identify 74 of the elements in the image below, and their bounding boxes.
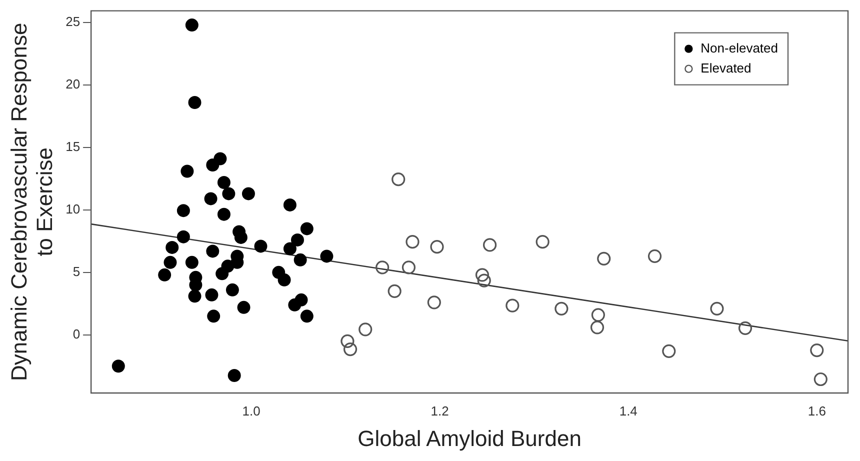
point: [597, 252, 611, 266]
legend-label: Elevated: [700, 60, 752, 76]
point: [242, 187, 255, 200]
point: [234, 230, 248, 244]
point: [185, 256, 198, 269]
y-tick-label: 0: [72, 326, 80, 342]
point: [340, 334, 354, 348]
x-tick-label: 1.2: [430, 403, 449, 418]
point: [427, 296, 441, 310]
point: [477, 274, 491, 288]
point: [166, 240, 179, 254]
point: [320, 250, 334, 263]
point: [291, 233, 304, 246]
point: [536, 235, 550, 249]
point: [388, 284, 402, 298]
y-tick-label: 10: [66, 202, 80, 217]
point: [648, 249, 662, 263]
point: [376, 260, 390, 274]
y-axis-title: Dynamic Cerebrovascular Response to Exercise: [6, 22, 58, 382]
point: [288, 298, 302, 312]
point: [392, 172, 406, 186]
point: [180, 164, 194, 178]
point: [475, 268, 490, 282]
point: [343, 342, 358, 356]
point: [158, 268, 172, 282]
point: [216, 267, 229, 280]
point: [283, 198, 296, 212]
point: [112, 360, 125, 373]
point: [406, 235, 420, 249]
point: [222, 187, 236, 200]
point: [358, 322, 372, 336]
y-tick-label: 5: [72, 264, 80, 280]
point: [217, 176, 230, 189]
point: [164, 256, 177, 269]
point: [710, 302, 724, 316]
y-tick-label: 20: [66, 76, 80, 92]
x-tick-label: 1.6: [808, 403, 826, 418]
point: [814, 372, 828, 386]
point: [278, 273, 291, 286]
point: [506, 298, 520, 312]
point: [207, 310, 220, 323]
point: [206, 244, 220, 258]
point: [254, 240, 268, 253]
point: [214, 152, 227, 166]
point: [662, 344, 676, 358]
point: [176, 204, 190, 218]
point: [591, 308, 605, 322]
point: [402, 260, 416, 274]
point: [810, 343, 824, 358]
point: [300, 310, 314, 323]
point: [430, 240, 444, 254]
y-tick-label: 15: [66, 139, 80, 154]
point: [185, 18, 198, 32]
point: [205, 288, 218, 302]
point: [738, 321, 752, 335]
point: [554, 302, 568, 316]
point: [590, 320, 604, 334]
point: [226, 283, 239, 296]
point: [217, 208, 230, 221]
point: [204, 192, 218, 206]
point: [294, 253, 307, 266]
x-tick-label: 1.0: [242, 403, 260, 418]
point: [300, 222, 314, 236]
point: [188, 290, 202, 303]
point: [176, 230, 190, 244]
point: [482, 238, 497, 252]
y-tick-label: 25: [66, 14, 80, 30]
point: [283, 242, 296, 256]
point: [237, 300, 250, 314]
x-tick-label: 1.4: [619, 403, 638, 418]
legend-label: Non-elevated: [700, 40, 778, 56]
point: [228, 369, 241, 382]
x-axis-title: Global Amyloid Burden: [358, 426, 582, 451]
point: [188, 96, 202, 110]
